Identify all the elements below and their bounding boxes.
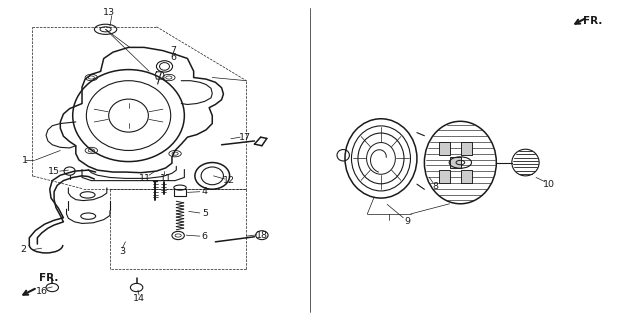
Bar bbox=[461, 142, 472, 155]
Text: 11: 11 bbox=[140, 174, 151, 183]
Bar bbox=[439, 142, 450, 155]
Text: FR.: FR. bbox=[583, 16, 602, 26]
Bar bbox=[450, 157, 461, 168]
Bar bbox=[461, 171, 472, 183]
Text: 5: 5 bbox=[202, 209, 208, 219]
Bar bbox=[461, 142, 472, 155]
Text: 18: 18 bbox=[256, 231, 268, 240]
Text: 2: 2 bbox=[21, 245, 27, 254]
Text: 6: 6 bbox=[202, 232, 208, 241]
Text: 16: 16 bbox=[36, 287, 48, 296]
Bar bbox=[439, 171, 450, 183]
Bar bbox=[439, 142, 450, 155]
Text: 11: 11 bbox=[160, 174, 173, 183]
Text: 13: 13 bbox=[103, 8, 115, 17]
Text: 3: 3 bbox=[119, 246, 125, 256]
Bar bbox=[439, 171, 450, 183]
Text: FR.: FR. bbox=[39, 273, 58, 283]
Text: 9: 9 bbox=[404, 217, 410, 226]
Text: 14: 14 bbox=[133, 294, 145, 303]
Text: 1: 1 bbox=[22, 156, 28, 164]
Text: 8: 8 bbox=[432, 181, 439, 190]
Text: 6: 6 bbox=[171, 53, 177, 62]
Text: 17: 17 bbox=[239, 133, 251, 142]
Text: 12: 12 bbox=[223, 176, 235, 185]
Bar bbox=[450, 157, 461, 168]
Bar bbox=[461, 171, 472, 183]
Bar bbox=[174, 189, 186, 196]
Text: 15: 15 bbox=[48, 167, 60, 176]
Text: 4: 4 bbox=[202, 187, 208, 196]
Text: 7: 7 bbox=[170, 46, 176, 55]
Text: 10: 10 bbox=[543, 180, 555, 189]
